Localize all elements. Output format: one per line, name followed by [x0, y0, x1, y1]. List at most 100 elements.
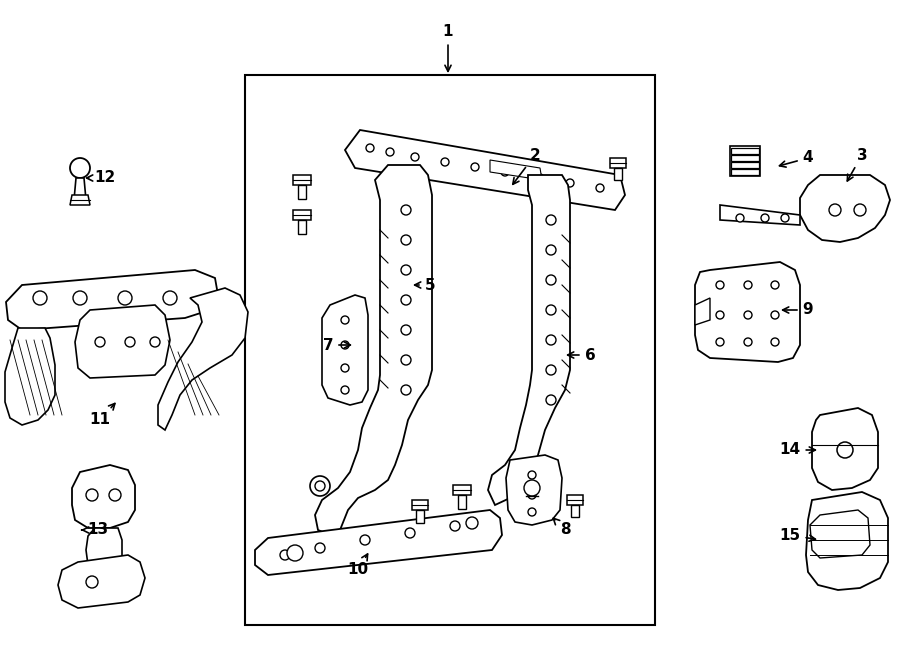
Circle shape: [528, 471, 536, 479]
Circle shape: [401, 385, 411, 395]
Circle shape: [771, 311, 779, 319]
Polygon shape: [453, 485, 471, 495]
Text: 6: 6: [568, 348, 596, 362]
Polygon shape: [416, 510, 424, 523]
Polygon shape: [567, 495, 583, 505]
Polygon shape: [255, 510, 502, 575]
Circle shape: [386, 148, 394, 156]
Text: 12: 12: [86, 171, 115, 186]
Circle shape: [315, 481, 325, 491]
Circle shape: [854, 204, 866, 216]
Circle shape: [546, 245, 556, 255]
Bar: [245, 75, 655, 625]
Polygon shape: [72, 465, 135, 528]
Polygon shape: [731, 169, 759, 175]
Circle shape: [744, 281, 752, 289]
Circle shape: [546, 215, 556, 225]
Circle shape: [401, 295, 411, 305]
Circle shape: [744, 338, 752, 346]
Text: 13: 13: [82, 522, 109, 537]
Polygon shape: [731, 162, 759, 168]
Polygon shape: [315, 165, 432, 535]
Circle shape: [280, 550, 290, 560]
Polygon shape: [810, 510, 870, 558]
Polygon shape: [293, 175, 311, 185]
Circle shape: [546, 275, 556, 285]
Polygon shape: [731, 155, 759, 161]
Text: 14: 14: [779, 442, 815, 457]
Circle shape: [441, 158, 449, 166]
Circle shape: [73, 291, 87, 305]
Polygon shape: [488, 175, 570, 505]
Circle shape: [401, 325, 411, 335]
Circle shape: [450, 521, 460, 531]
Text: 2: 2: [513, 147, 540, 184]
Circle shape: [716, 338, 724, 346]
Circle shape: [118, 291, 132, 305]
Circle shape: [501, 168, 509, 176]
Polygon shape: [806, 492, 888, 590]
Circle shape: [163, 291, 177, 305]
Text: 15: 15: [779, 527, 815, 543]
Text: 1: 1: [443, 24, 454, 71]
Circle shape: [471, 163, 479, 171]
Circle shape: [310, 476, 330, 496]
Polygon shape: [610, 158, 626, 168]
Circle shape: [315, 543, 325, 553]
Circle shape: [341, 341, 349, 349]
Circle shape: [771, 338, 779, 346]
Circle shape: [405, 528, 415, 538]
Polygon shape: [86, 528, 122, 572]
Polygon shape: [6, 270, 218, 330]
Polygon shape: [695, 298, 710, 325]
Circle shape: [401, 205, 411, 215]
Polygon shape: [298, 185, 306, 199]
Text: 7: 7: [323, 338, 350, 352]
Circle shape: [401, 235, 411, 245]
Polygon shape: [5, 328, 55, 425]
Circle shape: [736, 214, 744, 222]
Circle shape: [524, 480, 540, 496]
Circle shape: [546, 305, 556, 315]
Circle shape: [150, 337, 160, 347]
Text: 9: 9: [783, 303, 814, 317]
Circle shape: [837, 442, 853, 458]
Polygon shape: [158, 288, 248, 430]
Polygon shape: [458, 495, 466, 509]
Circle shape: [366, 144, 374, 152]
Polygon shape: [298, 220, 306, 234]
Circle shape: [341, 364, 349, 372]
Circle shape: [716, 311, 724, 319]
Circle shape: [287, 545, 303, 561]
Polygon shape: [720, 205, 800, 225]
Polygon shape: [812, 408, 878, 490]
Circle shape: [546, 395, 556, 405]
Polygon shape: [293, 210, 311, 220]
Circle shape: [401, 265, 411, 275]
Polygon shape: [412, 500, 428, 510]
Polygon shape: [58, 555, 145, 608]
Polygon shape: [695, 262, 800, 362]
Polygon shape: [322, 295, 368, 405]
Circle shape: [829, 204, 841, 216]
Circle shape: [466, 517, 478, 529]
Circle shape: [70, 158, 90, 178]
Circle shape: [781, 214, 789, 222]
Circle shape: [596, 184, 604, 192]
Text: 8: 8: [554, 518, 571, 537]
Circle shape: [761, 214, 769, 222]
Polygon shape: [70, 195, 90, 205]
Polygon shape: [490, 160, 542, 180]
Circle shape: [528, 491, 536, 499]
Circle shape: [86, 576, 98, 588]
Text: 5: 5: [415, 278, 436, 293]
Circle shape: [528, 508, 536, 516]
Circle shape: [341, 386, 349, 394]
Circle shape: [566, 179, 574, 187]
Text: 3: 3: [847, 147, 868, 181]
Circle shape: [95, 337, 105, 347]
Circle shape: [125, 337, 135, 347]
Polygon shape: [731, 148, 759, 154]
Circle shape: [771, 281, 779, 289]
Circle shape: [109, 489, 121, 501]
